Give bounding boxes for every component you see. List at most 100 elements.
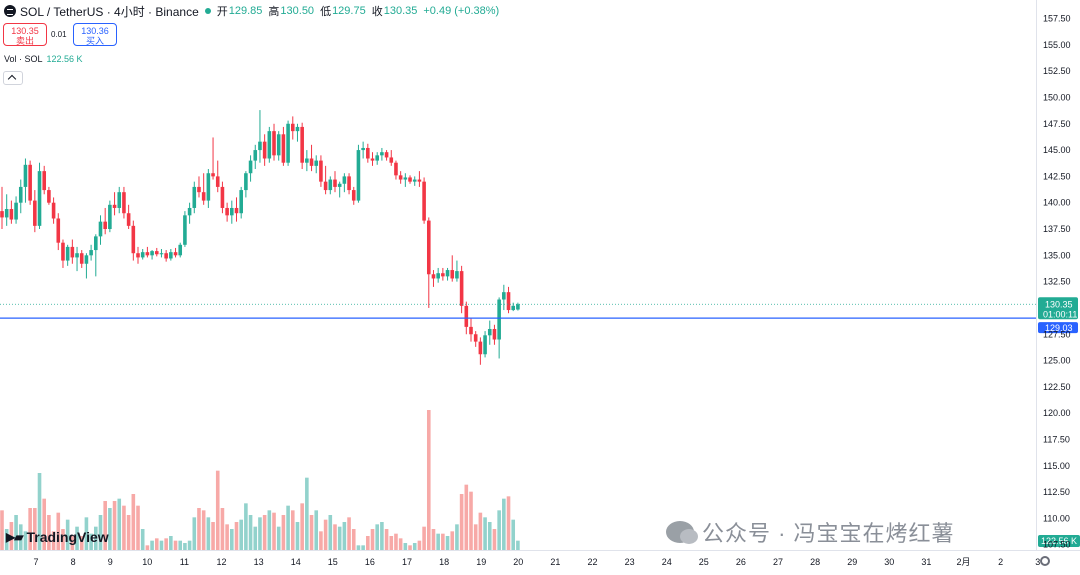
volume-bar xyxy=(333,524,337,550)
candle-body xyxy=(117,192,122,208)
x-tick-label: 11 xyxy=(180,557,189,567)
volume-bar xyxy=(14,515,18,550)
candle-body xyxy=(136,253,140,258)
volume-bar xyxy=(108,508,112,550)
last-price-label: 130.35 xyxy=(1045,299,1073,309)
candle-body xyxy=(441,273,445,277)
candle-body xyxy=(412,179,417,182)
candle-body xyxy=(65,246,70,261)
spread-value: 0.01 xyxy=(51,30,67,39)
candle-body xyxy=(347,176,351,191)
x-tick-label: 28 xyxy=(810,557,820,567)
candle-body xyxy=(253,150,258,161)
volume-bar xyxy=(150,540,154,550)
candle-body xyxy=(197,186,201,193)
candle-body xyxy=(511,305,516,311)
volume-bar xyxy=(276,526,281,550)
buy-button[interactable]: 130.36 买入 xyxy=(73,23,117,46)
candle-body xyxy=(103,221,107,230)
volume-bar xyxy=(436,533,440,550)
candle-body xyxy=(211,173,215,177)
volume-bar xyxy=(389,536,394,550)
y-tick-label: 120.00 xyxy=(1043,408,1071,418)
candle-body xyxy=(356,150,361,201)
volume-bar xyxy=(192,517,197,550)
candle-body xyxy=(14,202,18,220)
y-tick-label: 110.00 xyxy=(1043,513,1070,523)
candle-body xyxy=(164,253,168,259)
candle-body xyxy=(61,242,65,261)
open-value: 129.85 xyxy=(228,5,263,17)
volume-bar xyxy=(426,410,431,550)
candle-body xyxy=(394,162,398,176)
candle-body xyxy=(366,147,370,159)
volume-bar xyxy=(286,505,290,550)
volume-bar xyxy=(417,540,422,550)
volume-bar xyxy=(258,517,262,550)
candle-body xyxy=(342,176,347,184)
candle-body xyxy=(455,271,459,279)
volume-bar xyxy=(394,533,398,550)
tradingview-logo-icon: ▶▰ xyxy=(6,530,23,544)
volume-bar xyxy=(422,526,426,550)
volume-bar xyxy=(295,522,300,550)
candle-body xyxy=(4,209,9,218)
y-tick-label: 117.50 xyxy=(1043,434,1070,444)
candle-body xyxy=(154,251,159,255)
volume-bar xyxy=(197,508,201,550)
volume-bar xyxy=(131,494,136,550)
candle-body xyxy=(215,176,220,187)
candle-body xyxy=(42,171,47,191)
collapse-legend-button[interactable] xyxy=(3,71,23,85)
candle-body xyxy=(380,152,384,156)
volume-bar xyxy=(455,524,459,550)
volume-bar xyxy=(361,545,365,550)
candle-body xyxy=(319,160,323,182)
x-tick-label: 13 xyxy=(254,557,264,567)
volume-bar xyxy=(309,515,314,550)
volume-bar xyxy=(183,543,187,550)
candle-body xyxy=(290,123,295,132)
volume-bar xyxy=(342,522,347,550)
volume-bar xyxy=(98,515,103,550)
candle-body xyxy=(351,190,356,201)
volume-bar xyxy=(206,517,211,550)
volume-bar xyxy=(450,531,455,550)
symbol-title[interactable]: SOL / TetherUS · 4小时 · Binance xyxy=(20,4,199,19)
volume-bar xyxy=(244,503,248,550)
volume-bar xyxy=(23,531,28,550)
volume-bar xyxy=(164,538,168,550)
x-tick-label: 22 xyxy=(587,557,597,567)
candle-body xyxy=(478,341,483,355)
tradingview-logo[interactable]: ▶▰ TradingView xyxy=(6,529,109,545)
volume-bar xyxy=(267,510,272,550)
candle-body xyxy=(305,158,309,163)
volume-label-box xyxy=(1038,535,1080,547)
high-value: 130.50 xyxy=(280,5,315,17)
volume-bar xyxy=(487,522,492,550)
volume-bar xyxy=(47,515,51,550)
volume-bar xyxy=(516,540,520,550)
volume-bar xyxy=(234,522,239,550)
volume-legend[interactable]: Vol · SOL 122.56 K xyxy=(4,54,83,64)
volume-bar xyxy=(319,531,323,550)
candle-body xyxy=(98,221,103,237)
volume-bar xyxy=(262,515,267,550)
candle-body xyxy=(328,179,333,191)
volume-bar xyxy=(375,524,379,550)
volume-bar xyxy=(79,536,84,550)
candle-body xyxy=(276,134,281,156)
candle-body xyxy=(408,177,412,182)
candle-body xyxy=(502,292,506,300)
volume-bar xyxy=(169,536,173,550)
gear-icon[interactable] xyxy=(1040,556,1050,566)
y-tick-label: 135.00 xyxy=(1043,250,1071,260)
volume-bar xyxy=(328,515,333,550)
candle-body xyxy=(272,131,276,156)
candle-body xyxy=(333,179,337,187)
candle-body xyxy=(323,181,328,191)
candle-body xyxy=(9,209,14,220)
sell-button[interactable]: 130.35 卖出 xyxy=(3,23,47,46)
volume-bar xyxy=(173,540,178,550)
